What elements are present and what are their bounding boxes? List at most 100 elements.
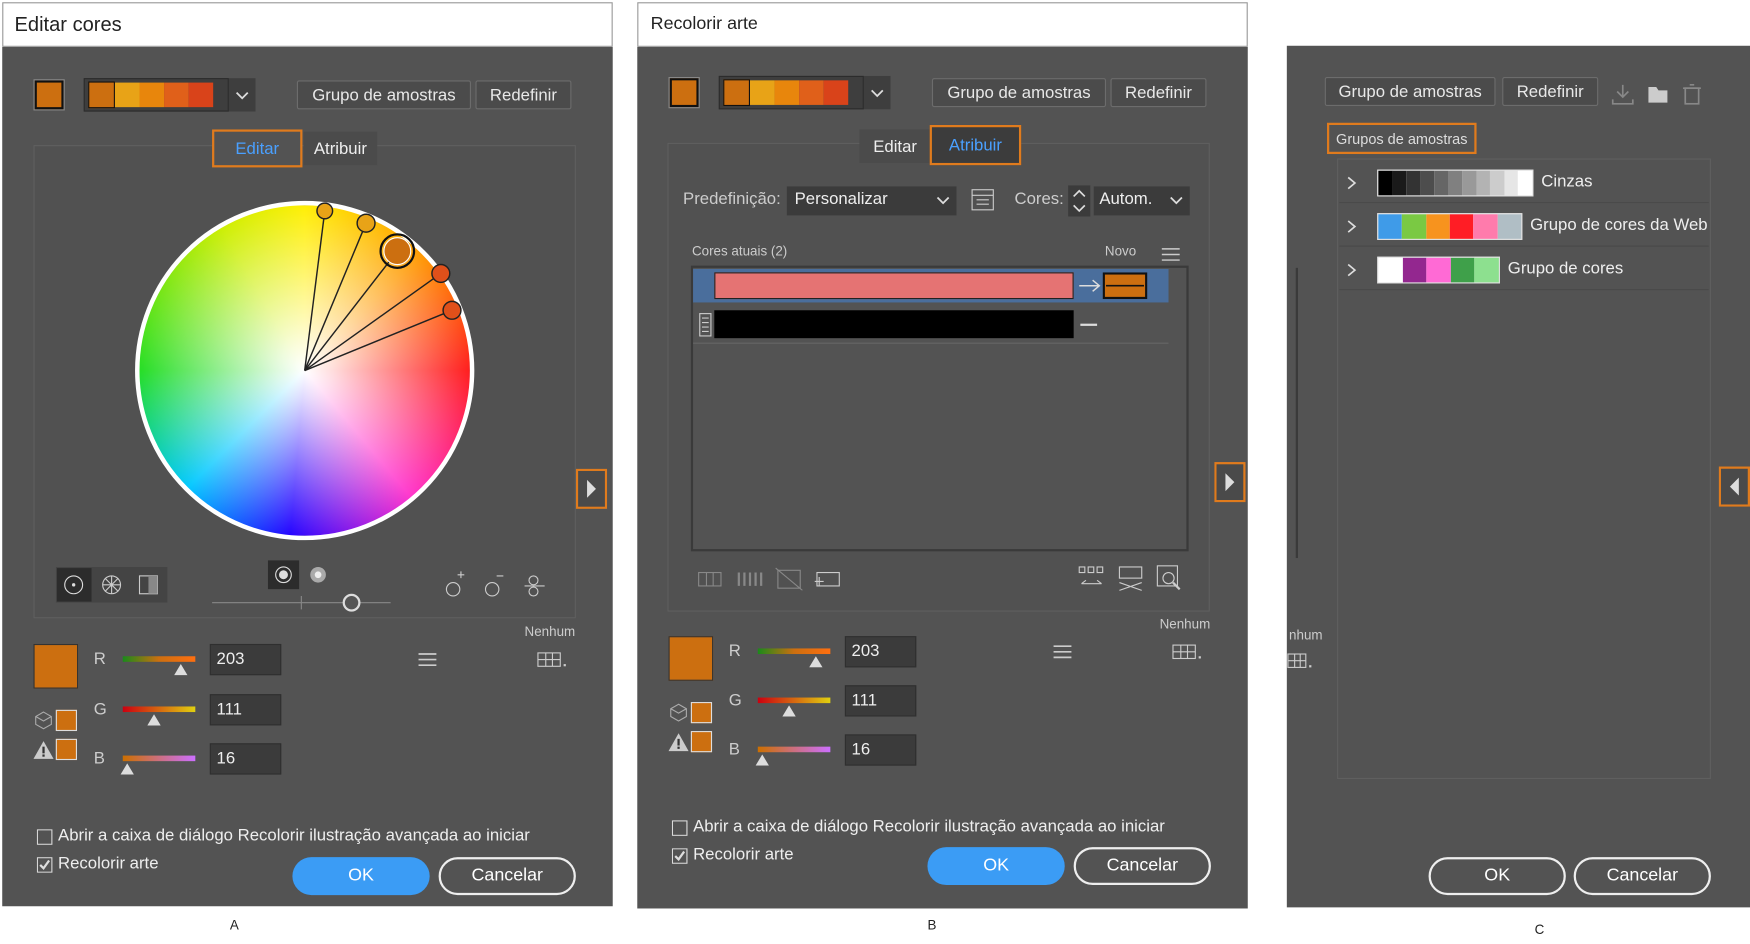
reset-button[interactable]: Redefinir — [1110, 78, 1207, 108]
checkbox-glyph — [36, 857, 53, 873]
menu-icon[interactable] — [1052, 644, 1072, 660]
small-swatch — [55, 709, 78, 732]
channel-thumb — [755, 751, 770, 766]
partial-grid-icon-glyph — [1287, 653, 1312, 668]
checkbox[interactable] — [671, 848, 688, 864]
cancel-button[interactable]: Cancelar — [1073, 847, 1211, 886]
swatch — [1476, 170, 1491, 196]
table-menu[interactable] — [1161, 247, 1181, 261]
group-row[interactable] — [1339, 206, 1709, 247]
checkbox-label[interactable]: Recolorir arte — [58, 853, 159, 873]
channel-input[interactable]: 111 — [844, 685, 917, 717]
channel-input[interactable]: 16 — [209, 743, 282, 775]
grid-icon-glyph — [537, 652, 566, 667]
tab-edit[interactable]: Editar — [859, 129, 931, 163]
expand-chevron[interactable] — [1344, 261, 1360, 279]
brightness-slider[interactable] — [212, 592, 393, 614]
harmony-tools[interactable] — [442, 569, 554, 600]
preset-dropdown[interactable]: Personalizar — [786, 186, 957, 216]
preset-options[interactable] — [971, 187, 996, 212]
panel-toggle[interactable] — [575, 468, 608, 509]
checkbox-label[interactable]: Abrir a caixa de diálogo Recolorir ilust… — [58, 825, 530, 845]
swatch — [1426, 257, 1451, 283]
channel-input[interactable]: 203 — [844, 636, 917, 668]
swatch — [1518, 170, 1533, 196]
grid-icon[interactable] — [537, 652, 568, 670]
swatch-group-button[interactable]: Grupo de amostras — [296, 80, 471, 110]
channel-slider — [122, 656, 196, 662]
channel-input[interactable]: 111 — [209, 693, 282, 725]
none-label: Nenhum — [1159, 616, 1211, 632]
panel-toggle-glyph — [1718, 466, 1750, 507]
swatch — [114, 82, 140, 108]
current-colors-header: Cores atuais (2) — [691, 243, 788, 259]
library-tools-glyph — [1611, 83, 1701, 105]
wheel-modes[interactable] — [55, 566, 168, 603]
swatch — [1450, 257, 1475, 283]
current-color — [33, 643, 79, 689]
cancel-button[interactable]: Cancelar — [438, 857, 576, 896]
swatch — [1462, 170, 1477, 196]
channel-thumb — [147, 710, 162, 725]
table-tools-right[interactable] — [1077, 564, 1183, 593]
swatch — [1490, 170, 1505, 196]
swatch-strip[interactable] — [83, 78, 229, 112]
channel-label: G — [728, 690, 742, 710]
checkbox-label[interactable]: Abrir a caixa de diálogo Recolorir ilust… — [693, 816, 1165, 836]
checkbox[interactable] — [36, 829, 53, 845]
group-row[interactable] — [1339, 163, 1709, 204]
channel-thumb — [808, 653, 823, 668]
expand-chevron[interactable] — [1344, 218, 1360, 236]
channel-input[interactable]: 203 — [209, 643, 282, 676]
group-dropdown[interactable] — [863, 75, 891, 110]
grid-icon[interactable] — [1172, 644, 1203, 662]
group-name[interactable]: Grupo de cores — [1507, 258, 1624, 278]
tab-edit[interactable]: Editar — [212, 129, 303, 168]
colors-label: Cores: — [1014, 189, 1064, 209]
brightness-toggle[interactable] — [267, 560, 337, 590]
reset-button[interactable]: Redefinir — [1502, 77, 1599, 107]
warning-icon — [667, 732, 689, 752]
panel-toggle[interactable] — [1214, 462, 1246, 503]
group-dropdown[interactable] — [228, 78, 256, 112]
swatch — [1378, 214, 1403, 239]
channel-thumb-glyph — [782, 705, 797, 717]
tab-assign[interactable]: Atribuir — [929, 124, 1022, 166]
table-menu-glyph — [1161, 248, 1180, 261]
tab-assign[interactable]: Atribuir — [303, 131, 378, 166]
partial-label: nhum — [1289, 627, 1323, 643]
group-row[interactable] — [1339, 250, 1709, 291]
harmony-lines — [290, 195, 480, 385]
group-name[interactable]: Grupo de cores da Web — [1530, 215, 1708, 235]
checkbox[interactable] — [36, 857, 53, 873]
swatch-group-button[interactable]: Grupo de amostras — [931, 78, 1107, 108]
checkbox-label[interactable]: Recolorir arte — [693, 844, 794, 864]
ok-button[interactable]: OK — [927, 847, 1065, 886]
panel-toggle[interactable] — [1718, 466, 1750, 507]
expand-chevron[interactable] — [1344, 174, 1360, 192]
group-name[interactable]: Cinzas — [1541, 171, 1593, 191]
table-tools-left[interactable] — [696, 566, 843, 591]
checkbox[interactable] — [671, 820, 688, 836]
harmony-lines-glyph — [303, 202, 462, 372]
library-tools[interactable] — [1609, 80, 1709, 107]
channel-input[interactable]: 16 — [844, 734, 917, 766]
active-color — [668, 77, 700, 109]
table-tools-right-glyph — [1078, 565, 1181, 591]
swatch — [1497, 214, 1522, 239]
swatch-strip[interactable] — [718, 75, 864, 110]
swatch — [1504, 170, 1519, 196]
brightness-toggle-glyph — [267, 560, 326, 590]
channel-label: B — [93, 748, 105, 768]
menu-icon[interactable] — [417, 652, 437, 668]
ok-button[interactable]: OK — [1428, 857, 1566, 896]
colors-spinner[interactable] — [1068, 185, 1091, 217]
reset-button[interactable]: Redefinir — [475, 80, 572, 110]
new-color[interactable] — [1102, 272, 1148, 300]
cancel-button[interactable]: Cancelar — [1573, 857, 1711, 896]
ok-button[interactable]: OK — [292, 857, 430, 896]
swatch — [823, 80, 849, 105]
cube-icon — [669, 702, 689, 722]
none-label: Nenhum — [524, 623, 576, 640]
swatch-group-button[interactable]: Grupo de amostras — [1324, 77, 1496, 107]
